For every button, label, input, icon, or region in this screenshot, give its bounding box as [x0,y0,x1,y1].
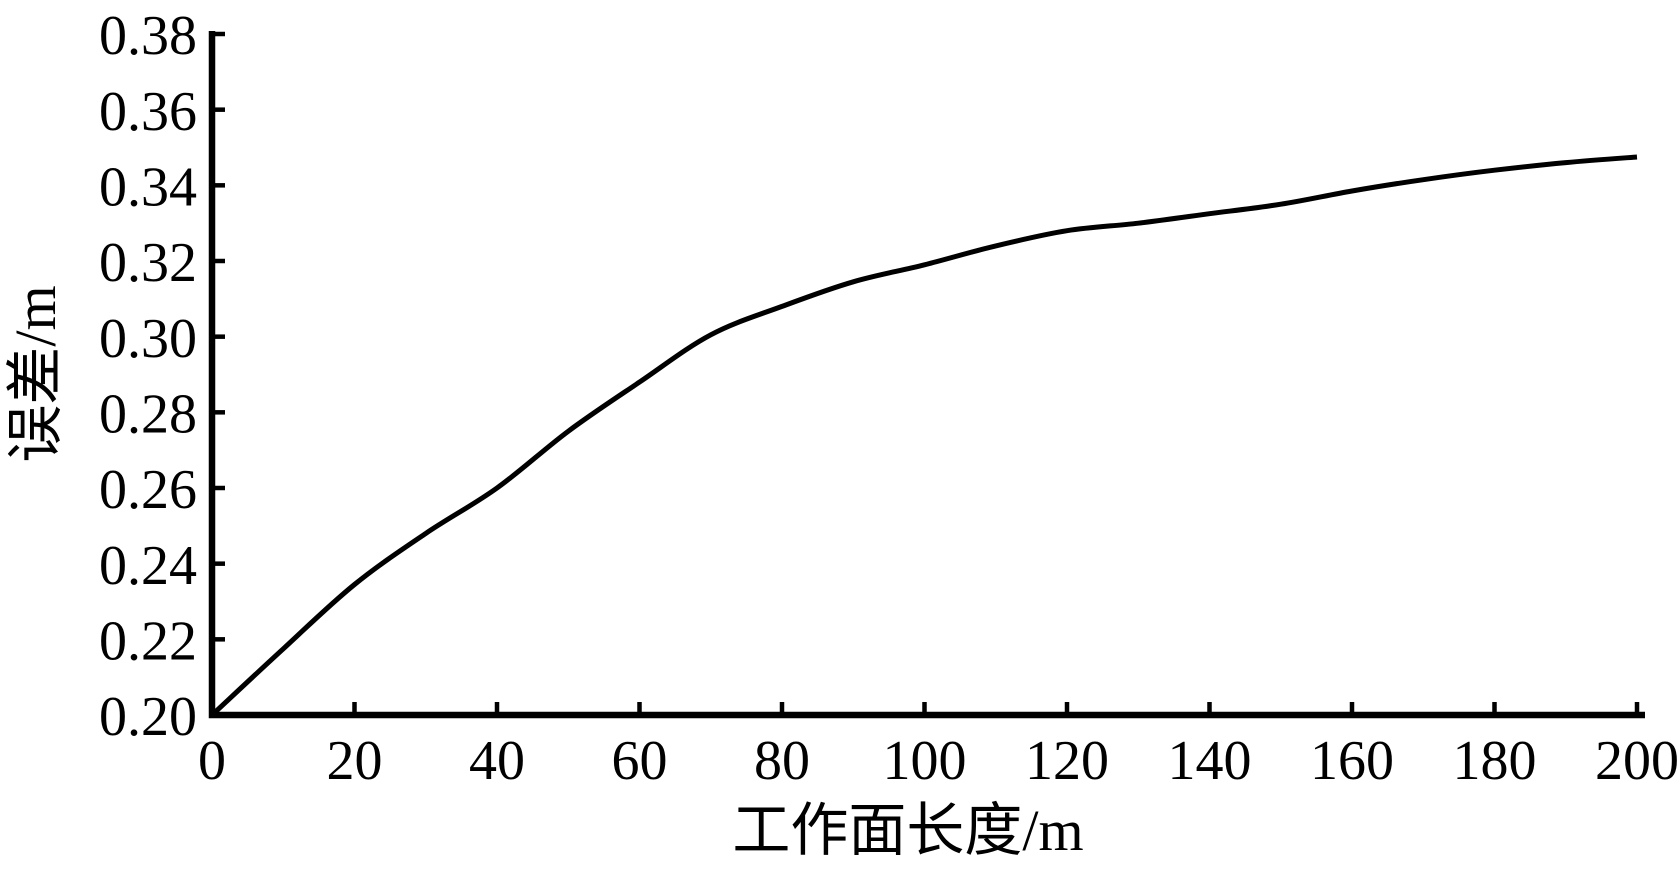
y-tick-label: 0.38 [99,5,197,67]
x-tick-label: 100 [883,730,967,792]
y-tick-label: 0.26 [99,459,197,521]
x-axis-title: 工作面长度/m [732,798,1083,863]
x-tick-label: 60 [612,730,668,792]
x-tick-label: 140 [1168,730,1252,792]
y-tick-label: 0.34 [99,156,197,218]
y-tick-label: 0.24 [99,535,197,597]
x-tick-label: 120 [1025,730,1109,792]
plot-area: 0.20 0.22 0.24 0.26 0.28 0.30 0.32 0.34 0.36 0.38… [99,5,1679,792]
x-tick-label: 80 [754,730,810,792]
error-curve [210,154,1638,717]
y-tick-label: 0.36 [99,81,197,143]
x-tick-label: 200 [1595,730,1679,792]
axis-lines [208,31,1645,719]
y-tick-label: 0.30 [99,308,197,370]
y-tick-label: 0.32 [99,232,197,294]
y-tick-label: 0.22 [99,610,197,672]
y-tick-label: 0.28 [99,383,197,445]
x-tick-label: 160 [1310,730,1394,792]
y-axis-title: 误差/m [3,285,68,462]
y-tick-label: 0.20 [99,686,197,748]
x-tick-label: 20 [327,730,383,792]
x-tick-label: 180 [1453,730,1537,792]
x-tick-label: 0 [198,730,226,792]
x-tick-label: 40 [469,730,525,792]
